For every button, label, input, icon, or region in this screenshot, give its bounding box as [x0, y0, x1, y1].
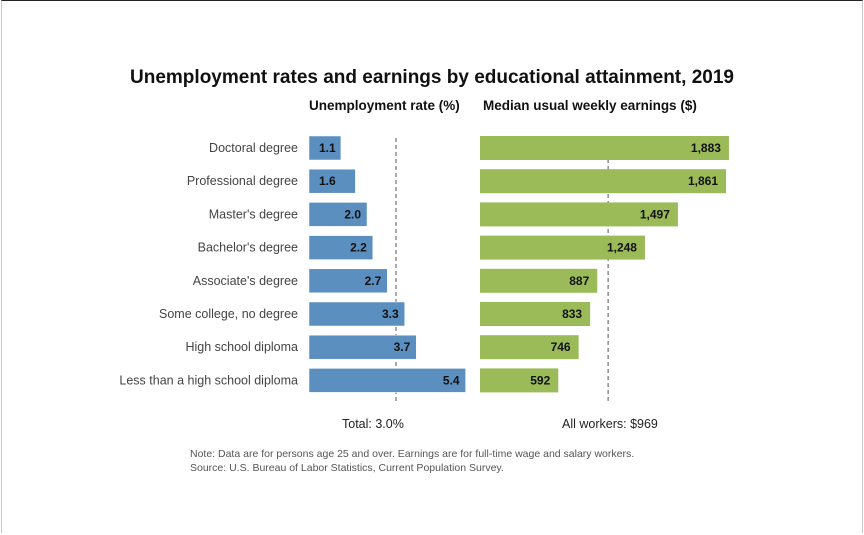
earnings-value-label: 887 [569, 274, 589, 288]
category-label-associate-s-degree: Associate's degree [193, 274, 298, 288]
unemployment-bar-doctoral-degree [308, 135, 342, 161]
unemployment-bar-bachelor-s-degree [308, 235, 374, 260]
category-label-less-than-a-high-school-diploma: Less than a high school diploma [119, 373, 298, 387]
earnings-bar-associate-s-degree [480, 268, 598, 293]
source-text: Source: U.S. Bureau of Labor Statistics,… [190, 462, 504, 474]
earnings-value-label: 1,861 [688, 174, 718, 188]
unemployment-bar-master-s-degree [308, 202, 368, 227]
category-label-some-college-no-degree: Some college, no degree [159, 307, 298, 321]
earnings-subtitle: Median usual weekly earnings ($) [483, 98, 697, 113]
note-text: Note: Data are for persons age 25 and ov… [190, 448, 635, 460]
earnings-value-label: 746 [551, 340, 571, 354]
unemployment-value-label: 2.0 [344, 207, 361, 221]
unemployment-value-label: 2.2 [350, 241, 367, 255]
unemployment-value-label: 2.7 [365, 274, 382, 288]
unemployment-value-label: 5.4 [443, 373, 460, 387]
earnings-value-label: 833 [562, 307, 582, 321]
category-label-professional-degree: Professional degree [187, 174, 298, 188]
earnings-bar-bachelor-s-degree [480, 235, 645, 260]
unemployment-value-label: 3.7 [394, 340, 411, 354]
unemployment-reference-label: Total: 3.0% [342, 417, 404, 431]
earnings-bar-doctoral-degree [480, 136, 729, 160]
category-label-bachelor-s-degree: Bachelor's degree [198, 241, 298, 255]
chart-title: Unemployment rates and earnings by educa… [130, 67, 734, 88]
unemployment-bar-high-school-diploma [308, 334, 417, 360]
earnings-value-label: 592 [530, 373, 550, 387]
unemployment-bar-less-than-a-high-school-diploma [308, 368, 466, 393]
earnings-reference-label: All workers: $969 [562, 417, 658, 431]
earnings-bar-some-college-no-degree [480, 302, 591, 326]
category-label-master-s-degree: Master's degree [209, 207, 298, 221]
earnings-bar-professional-degree [480, 169, 727, 194]
unemployment-subtitle: Unemployment rate (%) [309, 98, 460, 113]
earnings-value-label: 1,883 [691, 141, 721, 155]
earnings-bar-high-school-diploma [480, 335, 579, 360]
earnings-bar-master-s-degree [480, 202, 678, 227]
earnings-bar-less-than-a-high-school-diploma [480, 368, 559, 393]
unemployment-value-label: 1.1 [319, 141, 336, 155]
category-label-high-school-diploma: High school diploma [185, 340, 298, 354]
unemployment-bar-some-college-no-degree [308, 301, 405, 327]
unemployment-value-label: 1.6 [319, 174, 336, 188]
earnings-value-label: 1,248 [607, 241, 637, 255]
unemployment-bar-professional-degree [308, 168, 356, 194]
unemployment-bar-associate-s-degree [308, 268, 388, 294]
category-label-doctoral-degree: Doctoral degree [209, 141, 298, 155]
earnings-value-label: 1,497 [640, 207, 670, 221]
unemployment-value-label: 3.3 [382, 307, 399, 321]
